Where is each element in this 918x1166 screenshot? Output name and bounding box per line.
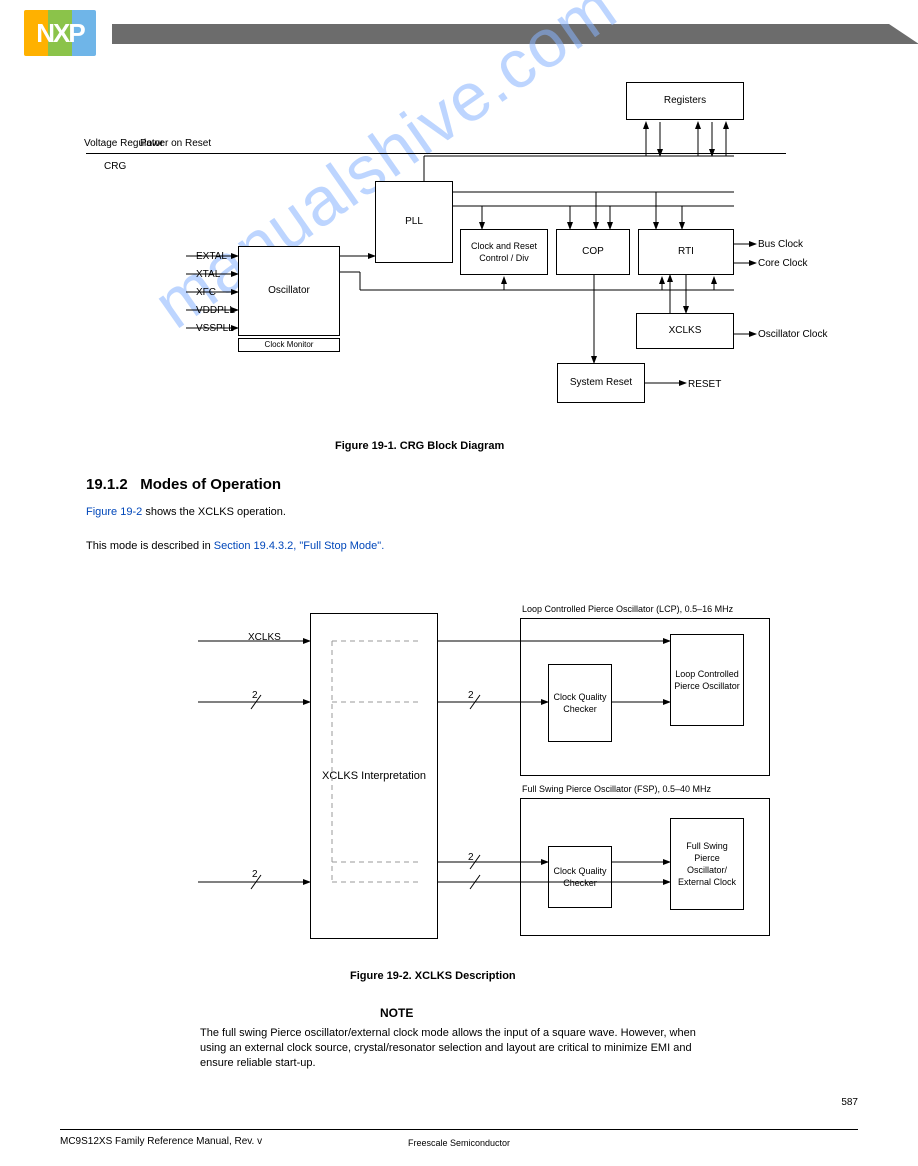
page-number: 587 [841, 1097, 858, 1108]
label-fs-pierce: Full Swing Pierce Oscillator (FSP), 0.5–… [522, 784, 711, 795]
label-bus-b-2: 2 [252, 869, 258, 880]
fig2-link[interactable]: Figure 19-2 [86, 506, 142, 518]
box-sysreset: System Reset [557, 363, 645, 403]
sec19432-link[interactable]: Section 19.4.3.2, "Full Stop Mode". [214, 540, 384, 552]
section-body1: Figure 19-2 shows the XCLKS operation. [86, 506, 286, 518]
logo-text: NXP [24, 10, 96, 56]
nxp-logo: NXP [24, 10, 96, 56]
label-crg: CRG [104, 161, 126, 172]
footer: MC9S12XS Family Reference Manual, Rev. v [60, 1129, 858, 1136]
header-bar [112, 24, 918, 44]
box-clk-div: Clock and Reset Control / Div [460, 229, 548, 275]
label-bus-clock: Bus Clock [758, 239, 803, 250]
box-xclks: XCLKS [636, 313, 734, 349]
box-loop-ctrl: Loop Controlled Pierce Oscillator [670, 634, 744, 726]
connectors [0, 0, 918, 1166]
label-vsspll: VSSPLL [196, 323, 234, 334]
page: NXP manualshive.com Voltage Regulator Po… [0, 0, 918, 1166]
label-core-clock: Core Clock [758, 258, 807, 269]
box-clock-quality-2: Clock Quality Checker [548, 846, 612, 908]
label-out-a-2: 2 [468, 690, 474, 701]
label-extal: EXTAL [196, 251, 227, 262]
label-bus-a-2: 2 [252, 690, 258, 701]
box-clock-monitor: Clock Monitor [238, 338, 340, 352]
box-fs-pierce: Full Swing Pierce Oscillator/ External C… [670, 818, 744, 910]
box-rti: RTI [638, 229, 734, 275]
label-osc-clock: Oscillator Clock [758, 329, 827, 340]
note-title: NOTE [380, 1006, 413, 1020]
label-reset-out: RESET [688, 379, 721, 390]
section-body2: This mode is described in Section 19.4.3… [86, 540, 806, 552]
footer-bottom: Freescale Semiconductor [0, 1138, 918, 1148]
box-registers: Registers [626, 82, 744, 120]
note-text: The full swing Pierce oscillator/externa… [200, 1026, 720, 1071]
label-power-on-reset: Power on Reset [140, 138, 211, 149]
figure1-caption: Figure 19-1. CRG Block Diagram [335, 440, 504, 452]
crg-frame-top [86, 153, 786, 154]
label-vddpll: VDDPLL [196, 305, 235, 316]
figure2-caption: Figure 19-2. XCLKS Description [350, 970, 516, 982]
box-clock-quality-1: Clock Quality Checker [548, 664, 612, 742]
box-pll: PLL [375, 181, 453, 263]
label-out-b-2: 2 [468, 852, 474, 863]
label-xtal: XTAL [196, 269, 220, 280]
section-number: 19.1.2 Modes of Operation [86, 476, 281, 493]
label-ls-pierce: Loop Controlled Pierce Oscillator (LCP),… [522, 604, 733, 615]
box-xclks-interp: XCLKS Interpretation [310, 613, 438, 939]
box-oscillator: Oscillator [238, 246, 340, 336]
label-xclks-in: XCLKS [248, 632, 281, 643]
box-cop: COP [556, 229, 630, 275]
label-xfc: XFC [196, 287, 216, 298]
